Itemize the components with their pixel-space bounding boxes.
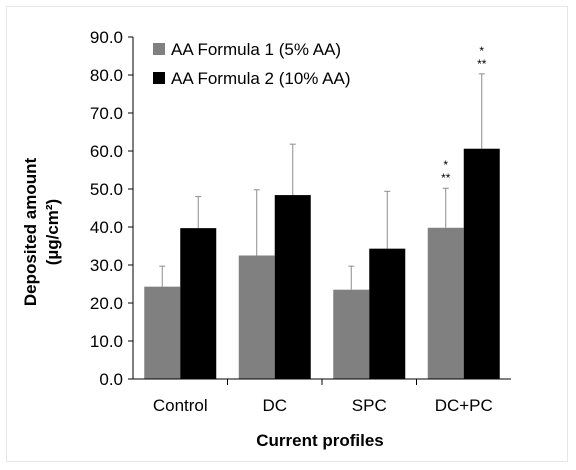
y-tick-label: 20.0 <box>90 294 123 313</box>
legend-label-series-2: AA Formula 2 (10% AA) <box>171 69 351 88</box>
bar-spc-series-1 <box>333 289 370 379</box>
y-tick-label: 50.0 <box>90 180 123 199</box>
x-axis-title: Current profiles <box>256 431 384 450</box>
x-tick-label: DC+PC <box>435 396 493 415</box>
legend-swatch-series-2 <box>153 72 165 84</box>
y-tick-label: 60.0 <box>90 142 123 161</box>
legend: AA Formula 1 (5% AA) AA Formula 2 (10% A… <box>153 40 351 88</box>
bar-dc-pc-series-2 <box>463 148 500 379</box>
y-tick-label: 30.0 <box>90 256 123 275</box>
significance-marker: ** <box>477 57 487 71</box>
significance-markers: ****** <box>441 44 487 185</box>
x-tick-label: Control <box>153 396 208 415</box>
x-tick-label: SPC <box>352 396 387 415</box>
legend-label-series-1: AA Formula 1 (5% AA) <box>171 40 341 59</box>
y-tick-label: 90.0 <box>90 28 123 47</box>
error-bars <box>159 73 485 290</box>
bars <box>144 148 500 379</box>
y-axis-title-line2: (µg/cm²) <box>43 199 62 265</box>
bar-dc-series-2 <box>274 195 311 379</box>
bar-dc-series-1 <box>238 255 275 379</box>
significance-marker: * <box>443 158 448 172</box>
x-tick-label: DC <box>262 396 287 415</box>
y-tick-label: 70.0 <box>90 104 123 123</box>
significance-marker: ** <box>441 171 451 185</box>
y-tick-label: 10.0 <box>90 332 123 351</box>
y-tick-label: 40.0 <box>90 218 123 237</box>
x-axis-ticks: Control DC SPC DC+PC <box>153 379 493 415</box>
y-tick-label: 80.0 <box>90 66 123 85</box>
bar-control-series-1 <box>144 286 181 379</box>
legend-swatch-series-1 <box>153 43 165 55</box>
significance-marker: * <box>479 44 484 58</box>
bar-spc-series-2 <box>369 248 406 379</box>
bar-control-series-2 <box>180 228 217 379</box>
y-axis-title-line1: Deposited amount <box>21 158 40 307</box>
bar-dc-pc-series-1 <box>427 227 464 379</box>
y-tick-label: 0.0 <box>99 370 123 389</box>
y-axis-ticks: 0.0 10.0 20.0 30.0 40.0 50.0 60.0 70.0 80.0 90.0 <box>90 28 133 389</box>
